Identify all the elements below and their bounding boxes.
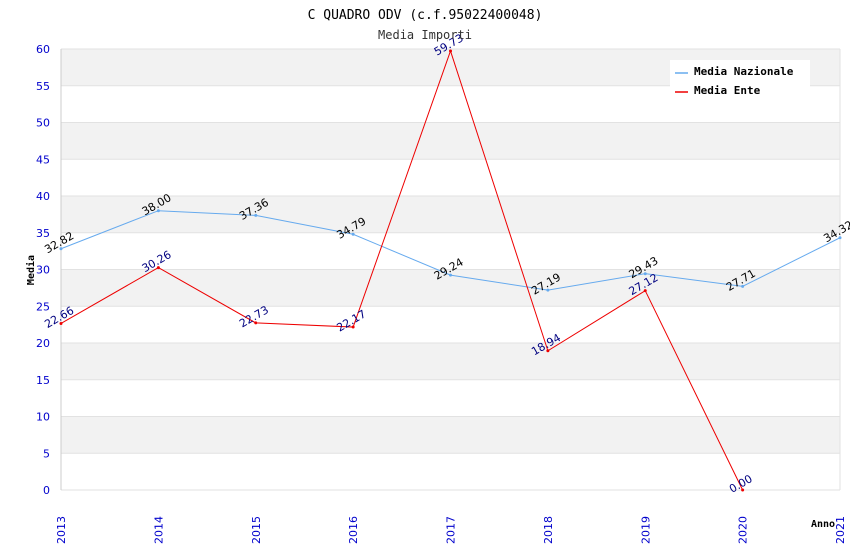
data-point xyxy=(59,321,63,325)
data-point xyxy=(741,488,745,492)
data-label: 22.73 xyxy=(237,303,271,330)
data-point xyxy=(254,213,258,217)
y-axis-label: Media xyxy=(25,255,37,285)
y-tick-label: 25 xyxy=(36,300,50,313)
grid-band xyxy=(61,343,840,380)
x-tick-label: 2015 xyxy=(250,516,263,544)
grid-lines xyxy=(61,48,841,491)
y-tick-label: 0 xyxy=(43,484,50,497)
x-tick-label: 2021 xyxy=(834,516,847,544)
y-tick-label: 10 xyxy=(36,411,50,424)
data-point xyxy=(351,325,355,329)
legend-box xyxy=(670,60,810,100)
y-tick-label: 60 xyxy=(36,43,50,56)
data-point xyxy=(254,321,258,325)
grid-band xyxy=(61,122,840,160)
x-tick-label: 2017 xyxy=(445,516,458,544)
data-label: 22.17 xyxy=(334,308,368,335)
x-axis-label: Anno xyxy=(811,519,835,530)
y-tick-label: 30 xyxy=(36,264,50,277)
legend: Media Nazionale Media Ente xyxy=(670,60,810,100)
data-point xyxy=(449,49,452,53)
data-point xyxy=(546,349,550,353)
y-tick-label: 5 xyxy=(43,447,50,460)
x-tick-label: 2013 xyxy=(55,516,68,544)
series-line-media-ente xyxy=(60,49,744,491)
x-tick-label: 2020 xyxy=(737,516,750,544)
grid-bands xyxy=(61,49,840,454)
y-tick-label: 20 xyxy=(36,337,50,350)
legend-label-media-nazionale: Media Nazionale xyxy=(694,65,794,78)
legend-label-media-ente: Media Ente xyxy=(694,84,761,97)
y-tick-label: 35 xyxy=(36,227,50,240)
chart-title: C QUADRO ODV (c.f.95022400048) xyxy=(308,8,543,23)
data-point xyxy=(156,266,160,270)
data-point xyxy=(546,288,550,292)
grid-band xyxy=(61,416,840,454)
data-point xyxy=(59,247,63,251)
x-tick-label: 2016 xyxy=(347,516,360,544)
y-tick-label: 40 xyxy=(36,190,50,203)
series-lines xyxy=(59,49,842,492)
data-label: 0.00 xyxy=(727,472,755,496)
data-point xyxy=(449,273,452,277)
data-point xyxy=(351,232,355,236)
x-tick-label: 2018 xyxy=(542,516,555,544)
y-tick-label: 45 xyxy=(36,153,50,166)
x-tick-label: 2014 xyxy=(152,516,165,544)
x-tick-label: 2019 xyxy=(639,516,652,544)
y-tick-labels: 0 5 10 15 20 25 30 35 40 45 50 55 60 xyxy=(36,43,50,497)
grid-band xyxy=(61,196,840,233)
data-point xyxy=(156,209,160,213)
y-tick-label: 55 xyxy=(36,80,50,93)
data-point xyxy=(643,289,647,293)
chart-subtitle: Media Importi xyxy=(378,28,472,42)
data-point xyxy=(838,236,842,240)
data-point xyxy=(741,284,745,288)
x-tick-labels: 2013 2014 2015 2016 2017 2018 2019 2020 2021 xyxy=(55,516,847,544)
y-tick-label: 50 xyxy=(36,117,50,130)
y-tick-label: 15 xyxy=(36,374,50,387)
data-point xyxy=(643,272,647,276)
